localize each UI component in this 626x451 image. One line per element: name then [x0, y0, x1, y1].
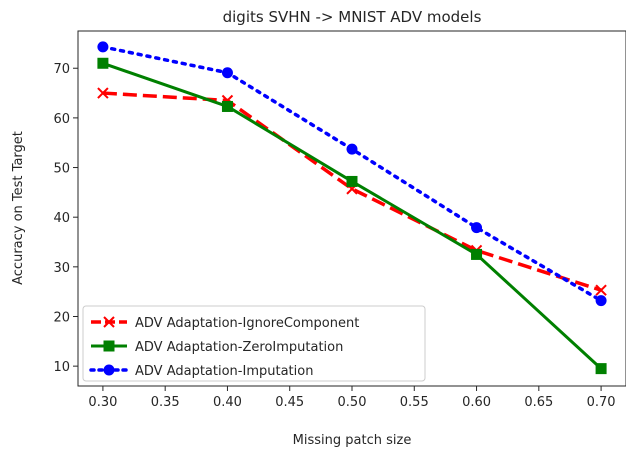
x-tick-label: 0.65: [524, 395, 553, 410]
series-3-point: [595, 295, 607, 307]
series-line-1: [102, 91, 602, 292]
legend-marker-2: [103, 340, 115, 352]
series-line-3: [101, 45, 603, 303]
legend-label-3: ADV Adaptation-Imputation: [135, 364, 313, 379]
legend-marker-3: [103, 364, 115, 376]
series-layer: [97, 41, 607, 375]
series-3-point: [471, 222, 483, 234]
series-2-point: [471, 248, 483, 260]
x-tick-label: 0.45: [275, 395, 304, 410]
x-tick-label: 0.35: [151, 395, 180, 410]
legend-label-1: ADV Adaptation-IgnoreComponent: [135, 316, 359, 331]
x-tick-label: 0.50: [338, 395, 367, 410]
legend-marker-1: [103, 316, 115, 328]
chart-title: digits SVHN -> MNIST ADV models: [223, 8, 482, 26]
series-1-point: [595, 284, 607, 296]
x-tick-label: 0.40: [213, 395, 242, 410]
y-tick-label: 40: [53, 211, 70, 226]
x-axis: 0.30 0.35 0.40 0.45 0.50 0.55 0.60 0.65 0.70: [88, 386, 616, 410]
series-2-point: [97, 57, 109, 69]
y-tick-label: 10: [53, 360, 70, 375]
y-tick-label: 20: [53, 310, 70, 325]
y-tick-label: 60: [53, 112, 70, 127]
y-axis: 10 20 30 40 50 60 70: [53, 62, 78, 375]
y-tick-label: 30: [53, 261, 70, 276]
series-3-point: [221, 67, 233, 79]
series-1-point: [97, 87, 109, 99]
legend-label-2: ADV Adaptation-ZeroImputation: [135, 340, 343, 355]
legend: ADV Adaptation-IgnoreComponent ADV Adapta…: [82, 305, 426, 382]
series-2-point: [595, 363, 607, 375]
legend-box: [82, 305, 426, 382]
x-tick-label: 0.55: [400, 395, 429, 410]
y-axis-label: Accuracy on Test Target: [11, 131, 26, 285]
x-tick-label: 0.70: [587, 395, 616, 410]
x-tick-label: 0.30: [88, 395, 117, 410]
series-2-point: [346, 175, 358, 187]
y-tick-label: 70: [53, 62, 70, 77]
x-tick-label: 0.60: [462, 395, 491, 410]
series-3-point: [97, 41, 109, 53]
y-tick-label: 50: [53, 162, 70, 177]
series-2-point: [221, 100, 233, 112]
series-3-point: [346, 143, 358, 155]
x-axis-label: Missing patch size: [293, 433, 412, 448]
